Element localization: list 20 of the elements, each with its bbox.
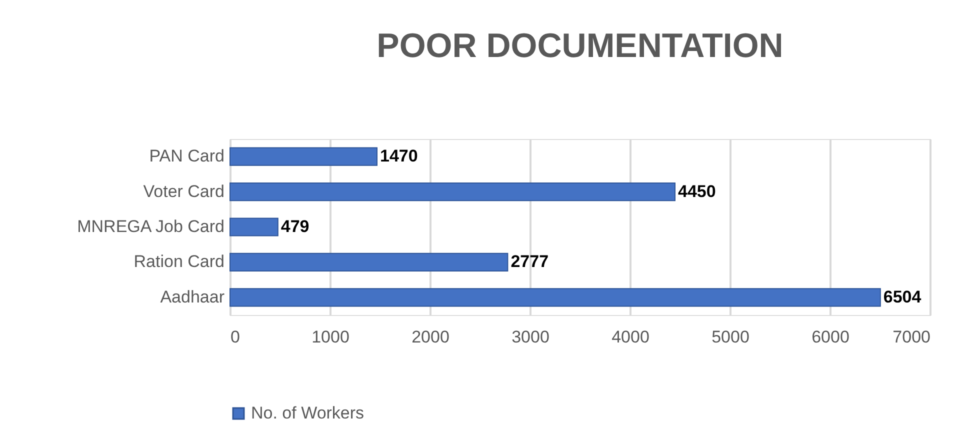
x-tick-label: 0 [230, 328, 240, 346]
x-tick-label: 1000 [312, 328, 350, 346]
data-label: 6504 [883, 287, 922, 306]
legend-label: No. of Workers [251, 404, 364, 422]
x-tick-label: 2000 [412, 328, 450, 346]
chart-title: POOR DOCUMENTATION [376, 27, 784, 65]
y-tick-label: Voter Card [143, 182, 224, 201]
y-tick-label: MNREGA Job Card [77, 217, 224, 236]
data-label: 4450 [678, 182, 716, 201]
x-tick-label: 6000 [812, 328, 850, 346]
x-tick-label: 3000 [512, 328, 550, 346]
data-label: 479 [280, 217, 310, 236]
x-tick-label: 7000 [892, 328, 930, 346]
x-tick-label: 4000 [612, 328, 650, 346]
x-tick-label: 5000 [712, 328, 750, 346]
data-label: 2777 [510, 252, 549, 272]
data-label: 1470 [380, 146, 418, 166]
y-tick-label: Ration Card [134, 252, 224, 272]
y-tick-label: PAN Card [149, 146, 224, 166]
y-tick-label: Aadhaar [160, 287, 225, 306]
